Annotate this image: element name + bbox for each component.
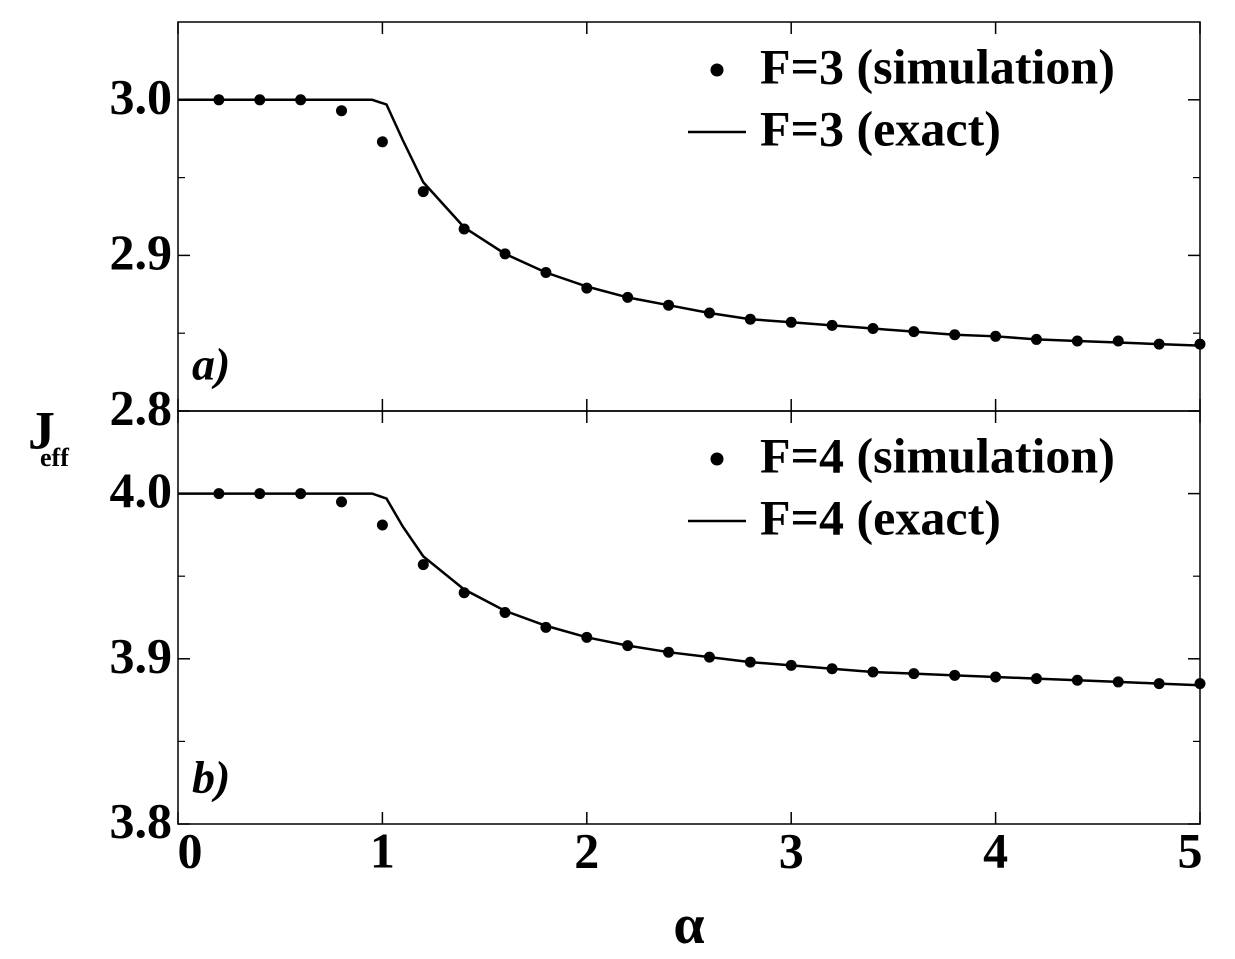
- data-point: [1112, 335, 1124, 347]
- y-tick-label: 3.0: [110, 68, 173, 124]
- x-tick-label: 5: [1178, 822, 1203, 878]
- y-label-sub: eff: [40, 443, 69, 472]
- panel-label: a): [192, 339, 230, 390]
- data-line: [178, 492, 1201, 687]
- panel-label: b): [192, 752, 230, 803]
- legend-label: F=3 (exact): [760, 100, 1001, 156]
- x-tick-label: 1: [370, 822, 395, 878]
- data-point: [336, 496, 348, 508]
- data-point: [376, 136, 388, 148]
- legend-marker: [710, 63, 724, 77]
- data-point: [1194, 338, 1206, 350]
- y-label: J: [28, 400, 55, 460]
- legend-label: F=4 (simulation): [760, 427, 1115, 483]
- x-tick-label: 3: [779, 822, 804, 878]
- data-point: [417, 559, 429, 571]
- x-tick-label: 4: [983, 822, 1008, 878]
- data-point: [376, 519, 388, 531]
- x-tick-label: 0: [178, 822, 203, 878]
- y-tick-label: 3.9: [110, 627, 173, 683]
- plot-frame: [177, 410, 1201, 825]
- x-label: α: [673, 894, 704, 956]
- data-point: [336, 105, 348, 117]
- y-tick-label: 2.8: [110, 379, 173, 435]
- y-tick-label: 2.9: [110, 224, 173, 280]
- data-point: [417, 186, 429, 198]
- legend-marker: [710, 452, 724, 466]
- x-tick-label: 2: [574, 822, 599, 878]
- y-tick-label: 4.0: [110, 462, 173, 518]
- y-tick-label: 3.8: [110, 792, 173, 848]
- data-line: [178, 98, 1201, 347]
- legend-label: F=3 (simulation): [760, 38, 1115, 94]
- data-point: [1194, 678, 1206, 690]
- legend-label: F=4 (exact): [760, 489, 1001, 545]
